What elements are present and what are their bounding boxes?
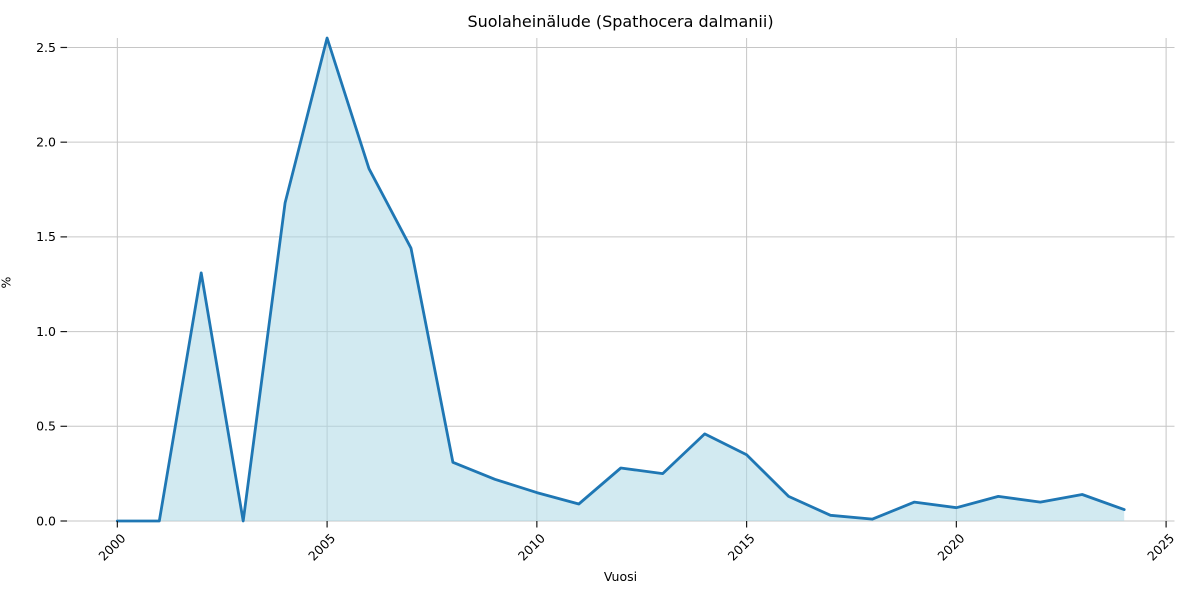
x-tick-label: 2025 xyxy=(1144,531,1177,564)
y-tick-label: 2.0 xyxy=(36,134,56,149)
y-axis-label: % xyxy=(0,276,14,289)
data-line xyxy=(115,36,1126,523)
x-tick-label: 2000 xyxy=(95,530,128,563)
x-tick-label: 2005 xyxy=(305,531,338,564)
x-axis-label: Vuosi xyxy=(603,569,638,584)
x-tick-label: 2010 xyxy=(515,530,548,563)
x-tick-label: 2015 xyxy=(725,531,758,564)
y-tick-label: 0.5 xyxy=(36,419,56,434)
x-tick-label: 2020 xyxy=(934,530,967,563)
y-tick-label: 2.5 xyxy=(36,40,56,55)
y-tick-label: 0.0 xyxy=(36,513,56,528)
y-tick-label: 1.0 xyxy=(36,324,56,339)
area-fill xyxy=(117,38,1125,521)
y-tick-label: 1.5 xyxy=(36,229,56,244)
